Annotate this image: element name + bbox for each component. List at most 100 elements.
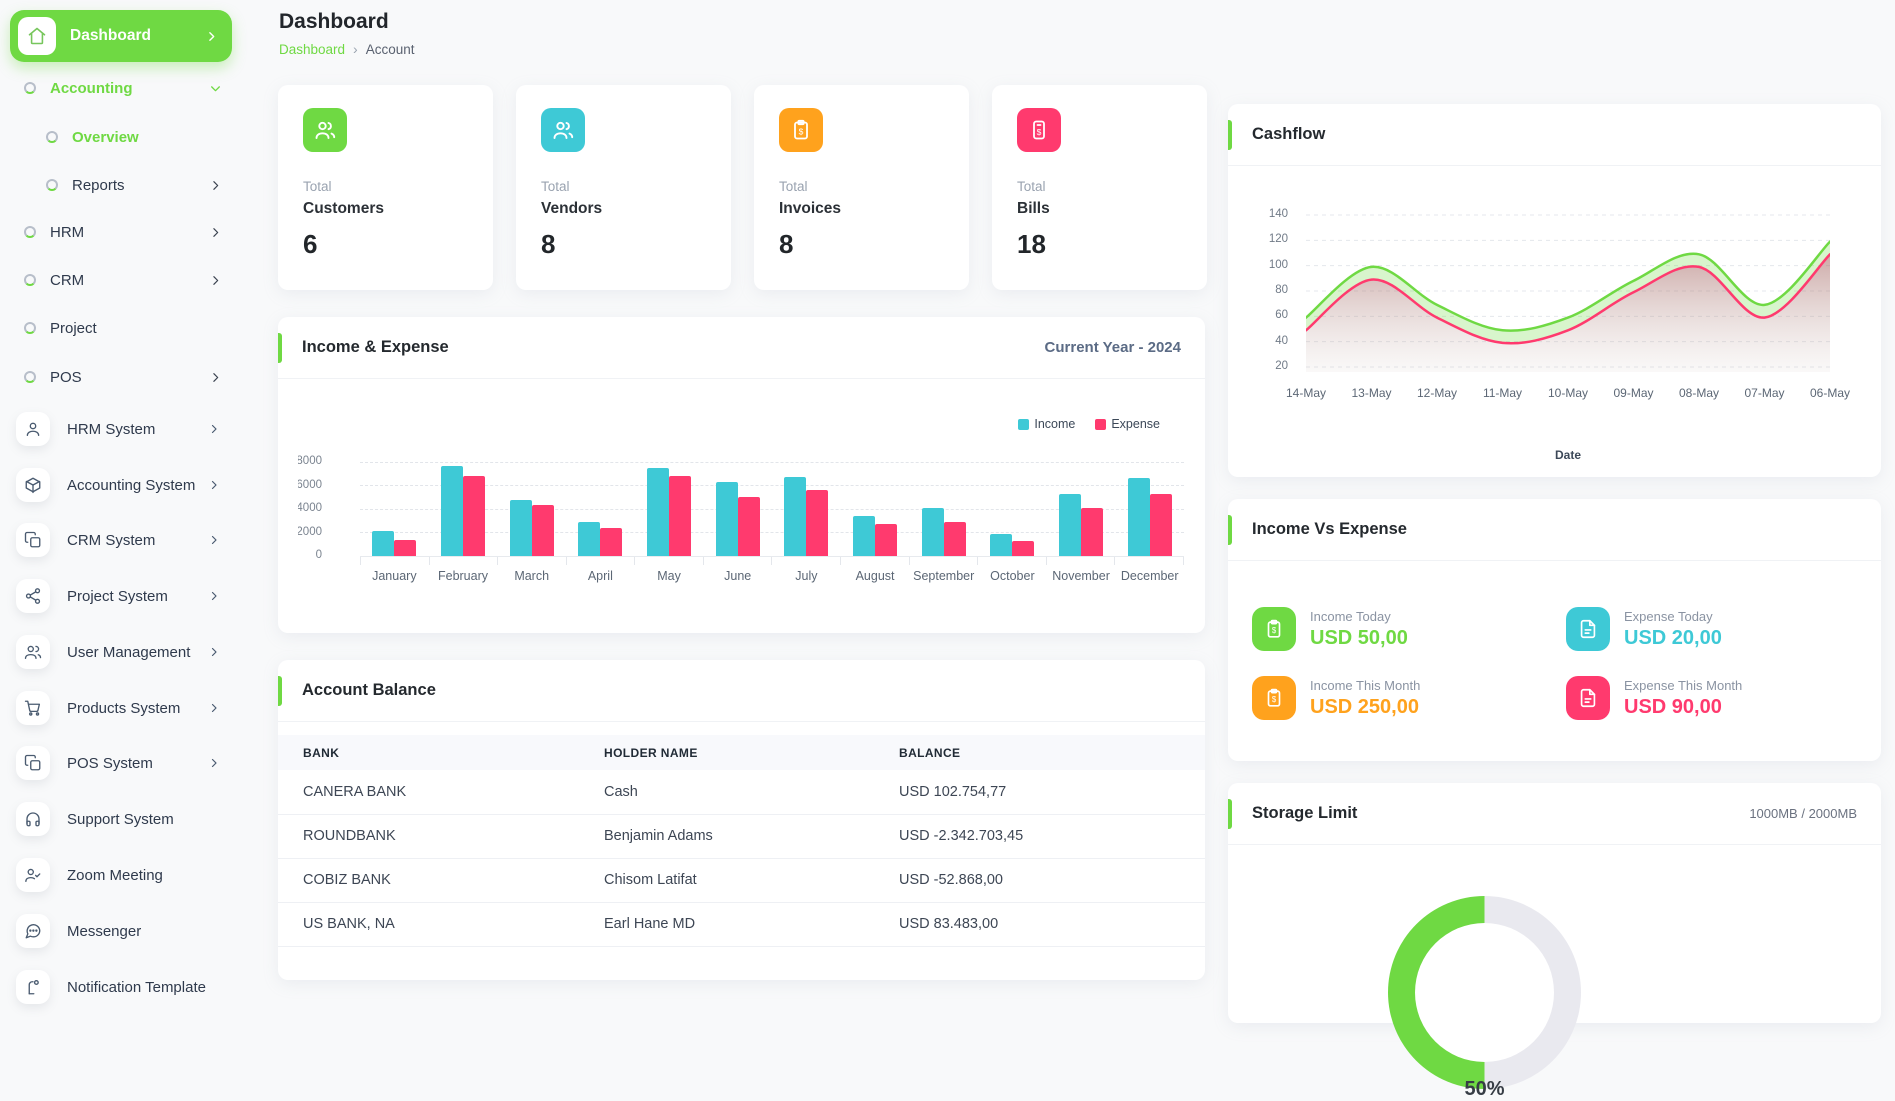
y-tick-label: 140	[1268, 208, 1288, 220]
sidebar-item-user-management[interactable]: User Management	[16, 635, 234, 669]
chevron-right-icon	[211, 647, 217, 657]
stat-value: 8	[779, 229, 794, 259]
bullet-icon	[24, 274, 36, 286]
accent-bar	[1228, 515, 1232, 545]
sidebar-item-dashboard[interactable]: Dashboard	[10, 10, 232, 62]
bar-income-october[interactable]	[990, 534, 1013, 556]
svg-text:$: $	[1272, 695, 1277, 704]
sidebar-item-label: Dashboard	[70, 27, 151, 44]
file-icon	[1566, 676, 1610, 720]
table-row[interactable]: CANERA BANK Cash USD 102.754,77	[278, 770, 1205, 815]
bar-expense-april[interactable]	[600, 528, 623, 556]
bar-income-january[interactable]	[372, 531, 395, 556]
bar-group-may	[635, 462, 704, 556]
axis-tick	[635, 557, 704, 565]
bar-income-november[interactable]	[1059, 494, 1082, 556]
stat-kicker: Total	[1017, 179, 1046, 194]
cashflow-title: Cashflow	[1252, 125, 1326, 143]
bar-expense-august[interactable]	[875, 524, 898, 556]
x-axis-ticks	[360, 557, 1184, 565]
stat-card-vendors: Total Vendors 8	[516, 85, 731, 290]
x-tick-label: February	[437, 569, 489, 583]
headphones-icon	[16, 802, 50, 836]
income-vs-expense-title: Income Vs Expense	[1252, 520, 1407, 538]
package-icon	[16, 468, 50, 502]
bar-expense-may[interactable]	[669, 476, 692, 556]
bar-expense-december[interactable]	[1149, 494, 1172, 556]
sidebar-item-hrm-system[interactable]: HRM System	[16, 412, 234, 446]
bar-income-august[interactable]	[853, 516, 876, 556]
bullet-icon	[24, 226, 36, 238]
y-tick-label: 120	[1268, 233, 1288, 246]
table-row[interactable]: US BANK, NA Earl Hane MD USD 83.483,00	[278, 902, 1205, 947]
sidebar-item-crm-system[interactable]: CRM System	[16, 523, 234, 557]
legend-expense[interactable]: Expense	[1095, 417, 1160, 431]
sidebar-item-products-system[interactable]: Products System	[16, 691, 234, 725]
bar-group-september	[909, 462, 978, 556]
stat-label: Customers	[303, 200, 384, 217]
table-header-row: BANK HOLDER NAME BALANCE	[278, 735, 1205, 770]
cell-balance: USD -2.342.703,45	[899, 828, 1024, 844]
table-row[interactable]: ROUNDBANK Benjamin Adams USD -2.342.703,…	[278, 814, 1205, 859]
axis-tick	[772, 557, 842, 565]
sidebar-item-accounting-system[interactable]: Accounting System	[16, 468, 234, 502]
chevron-right-icon	[209, 31, 215, 41]
x-tick-label: 08-May	[1678, 386, 1720, 400]
sidebar-item-pos-system[interactable]: POS System	[16, 746, 234, 780]
chevron-down-icon	[211, 85, 220, 91]
bar-expense-june[interactable]	[737, 497, 760, 556]
bar-expense-march[interactable]	[531, 505, 554, 556]
sidebar-item-notification-template[interactable]: Notification Template	[16, 970, 234, 1004]
bar-expense-january[interactable]	[394, 540, 417, 556]
item-value: USD 20,00	[1624, 627, 1722, 649]
legend-income[interactable]: Income	[1018, 417, 1075, 431]
bar-expense-september[interactable]	[943, 522, 966, 556]
sidebar-item-accounting[interactable]: Accounting	[24, 74, 234, 102]
chevron-right-icon	[213, 227, 219, 237]
axis-tick	[704, 557, 773, 565]
bar-expense-november[interactable]	[1081, 508, 1104, 556]
share-icon	[16, 579, 50, 613]
item-value: USD 90,00	[1624, 696, 1722, 718]
users-icon	[16, 635, 50, 669]
bar-income-february[interactable]	[441, 466, 463, 556]
sidebar-item-pos[interactable]: POS	[24, 363, 234, 391]
bill-icon: $	[1017, 108, 1061, 152]
bar-income-september[interactable]	[921, 508, 944, 556]
sidebar-item-messenger[interactable]: Messenger	[16, 914, 234, 948]
x-tick-label: October	[990, 569, 1035, 583]
cashflow-card: Cashflow 140 120 100 80 60 40 20 14-May 13-May 1…	[1228, 104, 1881, 477]
income-expense-plot	[360, 462, 1184, 556]
sidebar-item-zoom-meeting[interactable]: Zoom Meeting	[16, 858, 234, 892]
copy-icon	[16, 746, 50, 780]
bar-expense-october[interactable]	[1012, 541, 1035, 556]
sidebar-item-crm[interactable]: CRM	[24, 266, 234, 294]
sidebar-item-hrm[interactable]: HRM	[24, 218, 234, 246]
sidebar-item-support-system[interactable]: Support System	[16, 802, 234, 836]
bar-income-july[interactable]	[784, 477, 807, 556]
bar-income-june[interactable]	[715, 482, 738, 556]
bar-group-august	[841, 462, 910, 556]
donut-percent-label: 50%	[1464, 1078, 1505, 1100]
accent-bar	[278, 333, 282, 363]
stat-label: Vendors	[541, 200, 603, 217]
bar-expense-july[interactable]	[806, 490, 829, 556]
breadcrumb-dashboard-link[interactable]: Dashboard	[279, 41, 346, 57]
chevron-right-icon	[211, 758, 217, 768]
bullet-icon	[24, 371, 36, 383]
table-row[interactable]: COBIZ BANK Chisom Latifat USD -52.868,00	[278, 858, 1205, 903]
bar-income-march[interactable]	[509, 500, 532, 556]
sidebar-item-overview[interactable]: Overview	[46, 123, 234, 151]
bar-expense-february[interactable]	[463, 476, 485, 556]
stat-value: 8	[541, 229, 556, 259]
bar-income-april[interactable]	[578, 522, 601, 556]
gridline	[360, 532, 1184, 533]
bar-income-may[interactable]	[647, 468, 670, 556]
income-vs-expense-card: Income Vs Expense $ Income Today USD 50,…	[1228, 499, 1881, 761]
y-tick-label: 0	[315, 549, 322, 561]
sidebar-item-reports[interactable]: Reports	[46, 171, 234, 199]
sidebar: Dashboard Accounting Overview Reports HR…	[0, 0, 242, 1004]
sidebar-item-project-system[interactable]: Project System	[16, 579, 234, 613]
bar-income-december[interactable]	[1127, 478, 1150, 556]
sidebar-item-project[interactable]: Project	[24, 314, 234, 342]
